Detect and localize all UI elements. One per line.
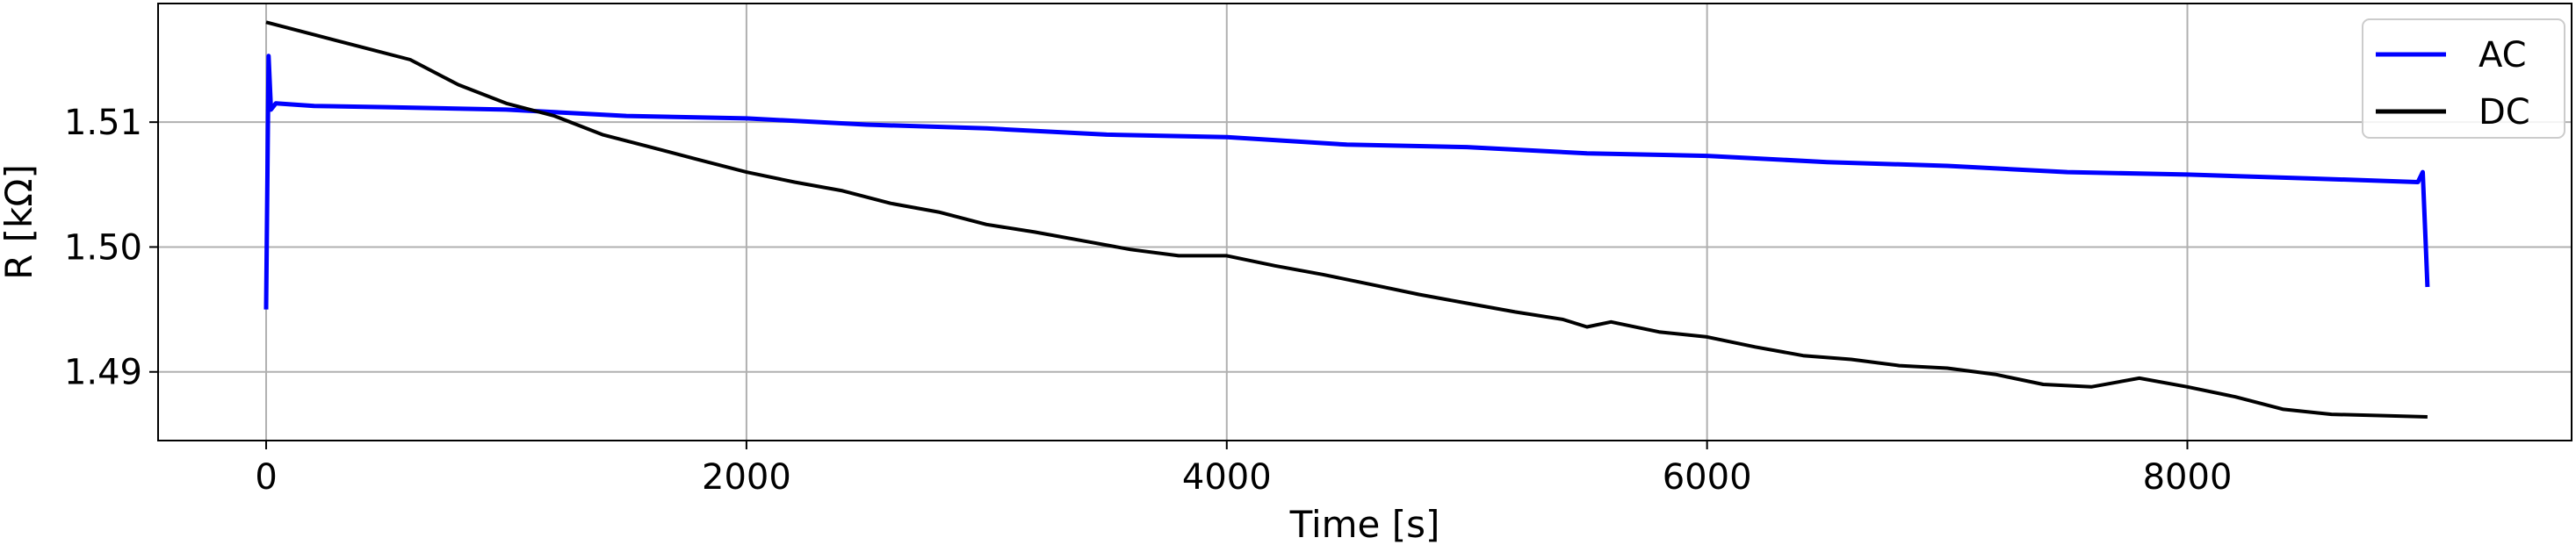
legend: AC DC	[2362, 18, 2565, 139]
x-axis-label: Time [s]	[1289, 503, 1440, 545]
legend-label-ac: AC	[2479, 35, 2527, 75]
legend-box	[2362, 18, 2565, 139]
axis-ticks: 0 2000 4000 6000 8000 1.49 1.50 1.51	[64, 103, 2232, 498]
y-tick-label: 1.51	[64, 103, 142, 143]
x-tick-label: 8000	[2143, 457, 2233, 498]
y-axis-label: R [kΩ]	[0, 164, 40, 280]
series-layer	[263, 20, 2430, 419]
grid-lines	[158, 4, 2572, 441]
series-line-dc	[265, 20, 2428, 419]
y-tick-label: 1.50	[64, 227, 142, 268]
x-tick-label: 0	[255, 457, 277, 498]
plot-frame	[157, 3, 2572, 441]
x-tick-label: 4000	[1182, 457, 1272, 498]
x-tick-label: 2000	[702, 457, 791, 498]
series-line-ac	[263, 54, 2430, 310]
x-tick-label: 6000	[1663, 457, 1752, 498]
y-tick-label: 1.49	[64, 353, 142, 393]
legend-label-dc: DC	[2479, 92, 2530, 133]
